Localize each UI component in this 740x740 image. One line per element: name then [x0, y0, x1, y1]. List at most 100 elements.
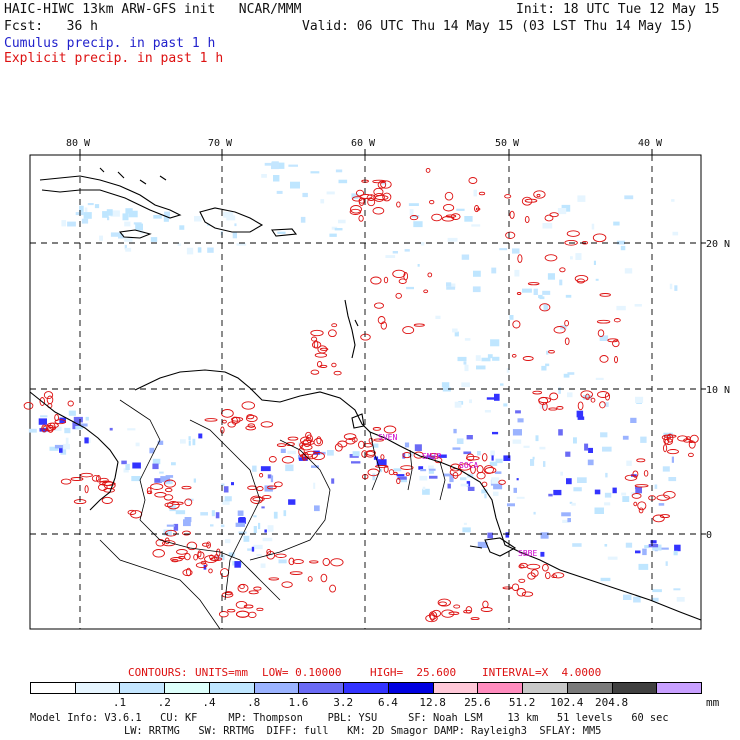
cumulus-precip-cell	[509, 315, 514, 320]
cumulus-precip-cell	[402, 453, 406, 459]
cumulus-precip-cell	[661, 547, 669, 550]
cumulus-precip-cell	[124, 237, 133, 242]
explicit-legend: Explicit precip. in past 1 h	[4, 51, 224, 66]
explicit-precip-contour	[409, 215, 419, 221]
explicit-precip-contour	[526, 563, 541, 570]
explicit-precip-contour	[23, 401, 34, 410]
cumulus-precip-cell	[118, 233, 124, 239]
explicit-precip-contour	[564, 239, 578, 246]
explicit-precip-contour	[241, 401, 256, 410]
explicit-precip-contour	[380, 321, 387, 330]
explicit-precip-contour	[413, 323, 425, 327]
colorbar-swatch	[611, 682, 658, 694]
cumulus-precip-cell	[516, 496, 525, 499]
cumulus-precip-cell	[512, 439, 522, 444]
cumulus-precip-cell	[490, 339, 500, 347]
explicit-precip-contour	[549, 212, 559, 218]
cumulus-precip-cell	[533, 511, 536, 515]
cumulus-precip-cell	[605, 472, 608, 478]
cumulus-precip-cell	[616, 305, 626, 311]
explicit-precip-contour	[252, 496, 265, 502]
explicit-precip-contour	[127, 509, 137, 515]
cumulus-precip-cell	[517, 418, 524, 423]
cumulus-precip-cell	[428, 465, 434, 470]
lon-label-50w: 50 W	[495, 138, 520, 149]
explicit-precip-contour	[360, 333, 371, 341]
explicit-precip-contour	[319, 347, 329, 351]
cumulus-precip-cell	[600, 432, 608, 438]
cumulus-precip-cell	[99, 235, 103, 241]
explicit-precip-contour	[236, 610, 250, 618]
cumulus-precip-cell	[569, 501, 573, 504]
cumulus-precip-cell	[558, 429, 563, 436]
explicit-precip-contour	[330, 558, 344, 567]
explicit-precip-contour	[652, 514, 665, 523]
explicit-precip-contour	[276, 443, 287, 447]
explicit-precip-contour	[564, 337, 570, 346]
explicit-precip-contour	[329, 584, 337, 593]
cumulus-precip-cell	[188, 440, 191, 446]
cumulus-precip-cell	[541, 365, 547, 371]
cumulus-precip-cell	[635, 486, 642, 489]
colorbar-swatch	[74, 682, 121, 694]
explicit-precip-contour	[448, 611, 460, 616]
cumulus-precip-cell	[473, 270, 481, 277]
cumulus-precip-cell	[487, 532, 493, 539]
explicit-precip-contour	[84, 485, 89, 494]
cumulus-precip-cell	[79, 205, 84, 212]
explicit-precip-contour	[481, 453, 488, 462]
explicit-precip-contour	[612, 339, 620, 348]
explicit-precip-contour	[453, 604, 461, 609]
cumulus-precip-cell	[331, 226, 338, 230]
cumulus-precip-cell	[235, 522, 245, 527]
cumulus-precip-cell	[73, 416, 83, 423]
explicit-precip-contour	[536, 193, 541, 198]
cumulus-precip-cell	[454, 331, 459, 337]
cumulus-precip-cell	[604, 544, 608, 547]
cumulus-precip-cell	[669, 283, 673, 290]
cumulus-precip-cell	[600, 577, 611, 582]
explicit-precip-contour	[521, 591, 534, 597]
explicit-precip-contour	[275, 553, 287, 558]
cumulus-precip-cell	[152, 458, 161, 465]
explicit-precip-contour	[164, 487, 173, 493]
explicit-precip-contour	[413, 451, 424, 459]
cumulus-precip-cell	[461, 254, 470, 260]
cumulus-precip-cell	[320, 199, 325, 204]
cumulus-precip-cell	[84, 437, 89, 444]
explicit-precip-contour	[316, 436, 322, 445]
colorbar-swatch	[387, 682, 434, 694]
cumulus-precip-cell	[622, 496, 630, 502]
colorbar-label: 3.2	[333, 696, 354, 709]
explicit-precip-contour	[689, 434, 699, 444]
explicit-precip-contour	[314, 352, 328, 358]
explicit-precip-contour	[370, 276, 382, 285]
cumulus-precip-cell	[650, 540, 657, 544]
explicit-precip-contour	[373, 192, 385, 202]
cumulus-precip-cell	[183, 519, 191, 527]
cumulus-precip-cell	[110, 210, 120, 217]
cumulus-precip-cell	[563, 373, 570, 378]
cumulus-precip-cell	[530, 459, 535, 466]
explicit-precip-contour	[564, 320, 569, 327]
cumulus-precip-cell	[565, 451, 571, 457]
explicit-precip-contour	[403, 272, 409, 281]
cumulus-precip-cell	[372, 473, 376, 481]
explicit-precip-contour	[576, 278, 585, 284]
colorbar-swatch	[343, 682, 389, 694]
cumulus-precip-cell	[623, 594, 632, 600]
cumulus-precip-cell	[472, 286, 481, 293]
explicit-precip-contour	[374, 195, 389, 201]
cumulus-precip-cell	[135, 442, 140, 447]
cumulus-precip-cell	[287, 450, 297, 455]
cumulus-precip-cell	[326, 191, 335, 195]
cumulus-precip-cell	[671, 456, 674, 463]
cumulus-precip-cell	[83, 212, 92, 219]
cumulus-precip-cell	[87, 203, 94, 206]
cumulus-precip-cell	[135, 223, 143, 231]
explicit-precip-contour	[193, 553, 198, 561]
cumulus-precip-cell	[594, 489, 601, 495]
cumulus-precip-cell	[522, 288, 532, 293]
lon-label-70w: 70 W	[208, 138, 233, 149]
colorbar-label: .4	[202, 696, 216, 709]
